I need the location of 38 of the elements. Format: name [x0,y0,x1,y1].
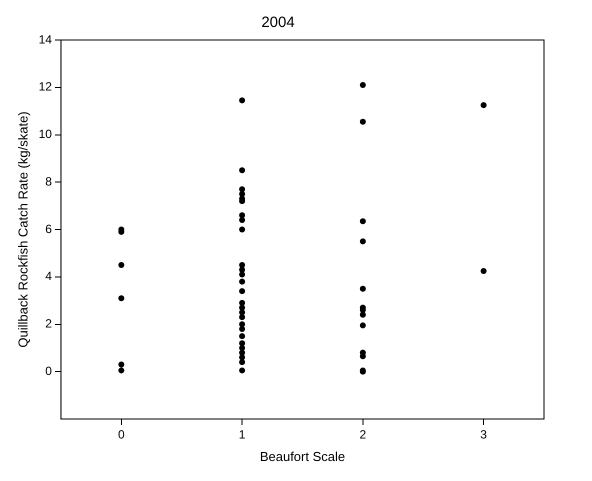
point [360,218,366,224]
x-tick-label: 1 [238,428,246,442]
point [239,333,246,340]
point [239,288,246,294]
y-tick-label: 6 [45,222,52,236]
y-tick-label: 2 [45,316,52,331]
y-tick-label: 14 [38,32,52,46]
y-tick-label: 4 [45,269,52,284]
point [360,322,366,328]
y-tick-label: 8 [45,174,52,188]
point [118,295,124,302]
point [239,167,246,174]
point [239,314,246,320]
x-tick-label: 0 [118,428,125,442]
point [118,262,124,268]
point [239,278,246,285]
point [360,286,366,292]
point [118,367,124,374]
x-tick-label: 3 [480,428,488,442]
y-tick-label: 0 [45,364,52,378]
point [239,97,246,104]
x-axis-title: Beaufort Scale [260,448,346,464]
point [480,102,487,108]
point [360,82,366,88]
x-tick-label: 2 [360,428,367,442]
point [239,217,246,224]
y-tick-label: 12 [38,80,52,94]
point [118,362,124,368]
point [480,268,487,274]
y-axis-title: Quillback Rockfish Catch Rate (kg/skate) [15,111,30,348]
chart-title: 2004 [261,14,295,32]
point [239,272,246,278]
point [360,118,366,125]
point [360,238,366,244]
y-tick-label: 10 [38,127,52,142]
point [239,367,246,374]
point [239,226,246,232]
point [239,359,246,366]
